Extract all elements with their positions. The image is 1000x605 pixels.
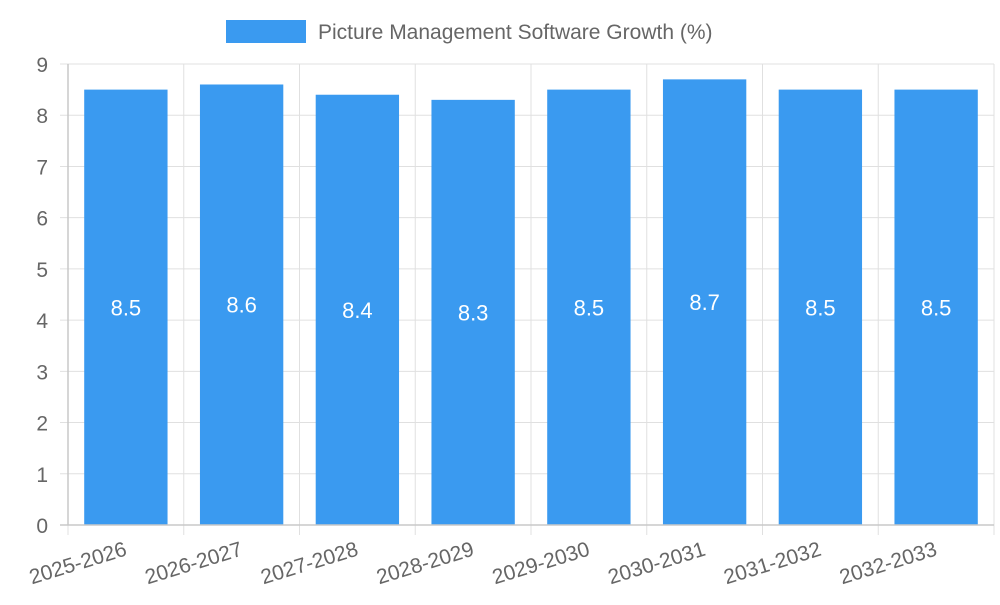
legend[interactable]: Picture Management Software Growth (%) xyxy=(226,20,713,44)
bar xyxy=(315,94,400,525)
bar-data-label: 8.5 xyxy=(805,295,836,320)
x-tick-label: 2032-2033 xyxy=(837,538,940,589)
y-tick-label: 9 xyxy=(36,54,48,77)
bar-data-label: 8.3 xyxy=(458,300,489,325)
bar xyxy=(894,89,978,525)
bar-data-label: 8.5 xyxy=(921,295,952,320)
bar-data-label: 8.5 xyxy=(111,295,142,320)
bar xyxy=(431,99,515,525)
y-tick-label: 8 xyxy=(36,105,48,128)
x-tick-label: 2025-2026 xyxy=(27,538,130,589)
y-tick-label: 6 xyxy=(36,208,48,231)
y-tick-label: 2 xyxy=(36,413,48,436)
bar-data-label: 8.7 xyxy=(689,290,720,315)
bar xyxy=(778,89,863,525)
y-tick-label: 3 xyxy=(36,361,48,384)
bar xyxy=(199,84,284,525)
bar xyxy=(84,89,168,525)
y-tick-label: 7 xyxy=(36,156,48,179)
x-tick-label: 2028-2029 xyxy=(374,538,477,589)
bar xyxy=(662,79,747,525)
bar-data-label: 8.4 xyxy=(342,298,373,323)
y-tick-label: 0 xyxy=(36,515,48,538)
legend-label[interactable]: Picture Management Software Growth (%) xyxy=(318,21,713,44)
x-tick-label: 2031-2032 xyxy=(721,538,824,589)
legend-swatch[interactable] xyxy=(226,20,306,43)
bar-data-label: 8.6 xyxy=(226,293,257,318)
bar-data-label: 8.5 xyxy=(574,295,605,320)
y-tick-label: 1 xyxy=(36,464,48,487)
x-tick-label: 2026-2027 xyxy=(142,538,245,589)
bars: 8.5 8.6 8.4 8.3 8.5 8.7 8.5 8.5 xyxy=(84,79,978,525)
bar xyxy=(547,89,631,525)
x-tick-label: 2030-2031 xyxy=(605,538,708,589)
x-tick-label: 2027-2028 xyxy=(258,538,361,589)
y-tick-label: 4 xyxy=(36,310,48,333)
y-tick-label: 5 xyxy=(36,259,48,282)
x-tick-label: 2029-2030 xyxy=(490,538,593,589)
